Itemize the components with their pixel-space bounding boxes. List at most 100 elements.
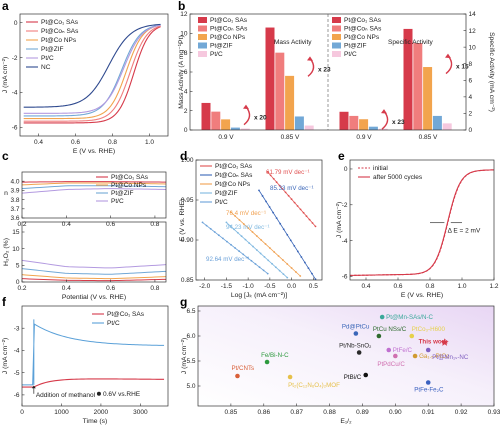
panel-g-point-label: This work (419, 339, 448, 346)
panel-b-legend-item-right-label: Pt@ZIF (344, 43, 367, 50)
panel-c-h2o2-line (21, 274, 167, 280)
panel-f-x-tick-label: 0 (20, 409, 24, 416)
panel-b-legend-item-right-swatch (332, 34, 341, 40)
panel-g-point-label: PtPdCu/C (377, 361, 405, 368)
panel-d-y-tick-label: 1.00 (181, 157, 194, 164)
panel-c-ybottom-tick-label: 15 (12, 229, 20, 236)
panel-e-frame (349, 159, 495, 281)
panel-g-x-tick-label: 0.87 (290, 409, 303, 416)
panel-b-bar (230, 127, 240, 130)
panel-b-arrow (445, 55, 453, 75)
panel-f-y-tick-label: -5 (14, 370, 20, 377)
panel-f-y-tick-label: -6 (14, 392, 20, 399)
panel-b-arrowhead (381, 109, 387, 114)
panel-a: a 0.4 0.6 0.8 1.0 0 -2 -4 -6 E (V vs. RHE) J (mA c… (2, 0, 169, 155)
panel-g-x-tick-label: 0.93 (488, 409, 500, 416)
panel-a-series-line (23, 25, 161, 122)
panel-d-x-tick-label: 0.0 (287, 283, 296, 290)
panel-c-xbottom-tick-label: 0.2 (17, 285, 26, 292)
panel-c-label: c (2, 149, 9, 163)
panel-g-y-tick-label: 5.0 (186, 383, 195, 390)
panel-c-ybottom-tick-label: 5 (16, 263, 20, 270)
panel-c-bottom-frame (21, 221, 167, 283)
panel-b-section-label: Specific Activity (388, 39, 434, 46)
panel-d-fit-line (226, 222, 288, 278)
panel-d-legend-item-label: Pt@Co₁ SAs (215, 163, 253, 170)
panel-b-yright-tick-label: 2 (469, 111, 473, 118)
panel-f-ptco-line (22, 378, 165, 388)
panel-b-fold-label: x 15 (456, 64, 469, 71)
panel-b-arrowhead (307, 56, 313, 61)
panel-g-xlabel: E₁/₂ (340, 418, 352, 425)
panel-g-ylabel: J (mA cm⁻²) (181, 338, 188, 374)
panel-a-y-tick-label: -6 (12, 124, 18, 131)
panel-e-label: e (338, 149, 345, 163)
panel-g: g Pt/CNTs Fe/Bi-N-C Pt₂(C₁₂N₆O₄)₂MOF Pd@PtCu… (180, 295, 500, 425)
panel-b-bar (304, 125, 314, 130)
panel-b-yright-tick-label: 10 (469, 44, 477, 51)
panel-f-legend-item-label: Pt/C (107, 320, 120, 327)
panel-c-ylabel-top: n (4, 190, 8, 197)
panel-e-x-tick-label: 1.2 (489, 283, 498, 290)
panel-d-legend-item-label: Pt@Coₙ SAs (215, 172, 253, 179)
panel-d-y-tick-label: 0.85 (181, 277, 194, 284)
panel-a-legend-item-label: Pt/C (41, 55, 54, 62)
panel-b-legend-item-label: Pt@Co NPs (210, 34, 246, 41)
panel-b-legend-item-swatch (198, 42, 207, 49)
panel-e-y-tick-label: 0 (344, 166, 348, 173)
panel-g-point-label: Pt₂(C₁₂N₆O₄)₂MOF (288, 382, 340, 389)
panel-a-series-line (23, 24, 161, 114)
panel-c-xtop-tick-label: 0.8 (150, 221, 159, 228)
panel-d-y-tick-label: 0.95 (181, 197, 194, 204)
panel-b-bar (403, 28, 413, 131)
panel-b-bar (294, 116, 304, 130)
panel-f-y-tick-label: -4 (14, 348, 20, 355)
panel-b-legend-item-swatch (198, 25, 207, 32)
panel-a-series-line (23, 24, 161, 117)
panel-a-series-line (23, 23, 161, 108)
panel-b-legend-item-swatch (198, 34, 207, 40)
panel-e-y-tick-label: -6 (342, 274, 348, 281)
panel-a-frame (19, 13, 169, 137)
panel-g-y-tick-label: 6.5 (186, 308, 195, 315)
panel-b-yleft-tick-label: 12 (180, 11, 188, 18)
panel-b-category-label: 0.9 V (218, 134, 234, 141)
panel-b-legend-item-label: Pt@Coₙ SAs (210, 26, 248, 33)
panel-b-arrow (381, 110, 389, 130)
panel-b-legend-item-swatch (198, 17, 207, 23)
panel-g-point-star (440, 338, 449, 346)
panel-a-legend-item-label: Pt@ZIF (41, 46, 64, 53)
panel-g-y-tick-label: 6.0 (186, 333, 195, 340)
panel-c-ytop-tick-label: 3.9 (10, 188, 19, 195)
panel-f-xlabel: Time (s) (83, 418, 108, 425)
panel-b: b 0 2 4 6 8 10 12 0 2 4 6 8 10 12 14 0.9 V 0.85 V 0.9 V 0.8… (178, 0, 495, 141)
panel-b-bar (285, 75, 295, 130)
panel-g-point-label: PtCu NSs/C (373, 326, 407, 333)
panel-b-legend-item-right-swatch (332, 42, 341, 49)
panel-b-category-label: 0.85 V (281, 134, 300, 141)
panel-d-legend-item-label: Pt/C (215, 199, 228, 206)
panel-b-bar (275, 52, 285, 130)
panel-c-xbottom-tick-label: 0.6 (106, 285, 115, 292)
panel-a-legend-item-label: Pt@Co₁ SAs (41, 19, 79, 26)
panel-f-x-tick-label: 2000 (94, 409, 109, 416)
panel-e-legend-item-label: after 5000 cycles (373, 174, 423, 181)
panel-c-ybottom-tick-label: 10 (12, 246, 20, 253)
panel-b-bar (240, 128, 250, 130)
panel-d-x-tick-label: -1.5 (221, 283, 233, 290)
panel-b-legend-item-right-label: Pt@Co₁ SAs (344, 17, 382, 24)
panel-g-point-label: Pd@PtCu (342, 324, 370, 331)
panel-g-point-label: Ga₁.₅-PtCo (419, 353, 450, 360)
panel-g-x-tick-label: 0.86 (257, 409, 270, 416)
panel-b-yleft-tick-label: 0 (184, 127, 188, 134)
panel-a-y-tick-label: -2 (12, 55, 18, 62)
panel-d-legend-item-label: Pt@ZIF (215, 190, 238, 197)
panel-g-x-tick-label: 0.88 (323, 409, 336, 416)
panel-b-category-label: 0.85 V (419, 134, 438, 141)
panel-c-xlabel: Potential (V vs. RHE) (62, 294, 126, 301)
panel-g-background (198, 306, 494, 406)
panel-d-slope-label: 94.23 mV dec⁻¹ (226, 224, 270, 231)
panel-d-x-tick-label: -1.0 (243, 283, 255, 290)
